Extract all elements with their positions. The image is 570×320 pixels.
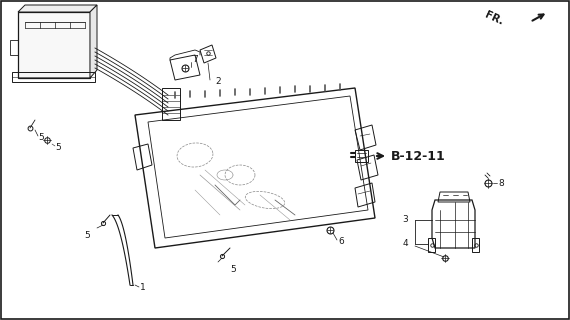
Polygon shape bbox=[90, 5, 97, 78]
Polygon shape bbox=[18, 5, 97, 12]
Polygon shape bbox=[18, 12, 90, 78]
Text: 5: 5 bbox=[84, 230, 90, 239]
Text: FR.: FR. bbox=[483, 9, 505, 27]
Text: 8: 8 bbox=[498, 179, 504, 188]
Text: 6: 6 bbox=[338, 237, 344, 246]
Text: 7: 7 bbox=[192, 55, 198, 65]
Text: 2: 2 bbox=[215, 77, 221, 86]
Text: 4: 4 bbox=[402, 239, 408, 249]
Text: B-12-11: B-12-11 bbox=[391, 149, 446, 163]
Text: 5: 5 bbox=[55, 143, 61, 153]
Text: 1: 1 bbox=[140, 284, 146, 292]
Text: 3: 3 bbox=[402, 215, 408, 225]
Text: 5: 5 bbox=[38, 133, 44, 142]
Text: 5: 5 bbox=[230, 266, 236, 275]
